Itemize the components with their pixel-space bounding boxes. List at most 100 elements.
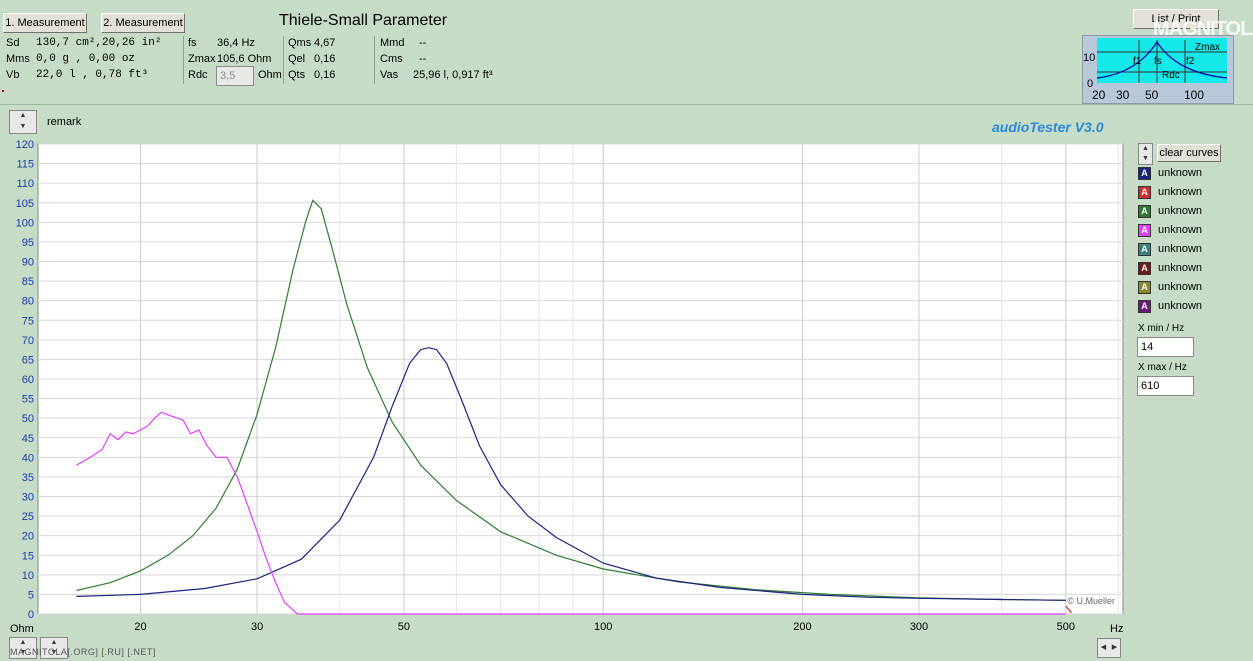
mini-x-tick: 30: [1116, 88, 1130, 102]
y-tick-label: 20: [22, 531, 34, 543]
footer-brand: MAGNITOLA[.ORG] [.RU] [.NET]: [10, 647, 156, 657]
mmd-label: Mmd: [380, 37, 405, 49]
mini-x-tick: 50: [1145, 88, 1159, 102]
y-tick-label: 100: [16, 217, 34, 229]
y-tick-label: 30: [22, 492, 34, 504]
y-scale-spinner[interactable]: ▲ ▼: [9, 637, 37, 659]
legend-color-swatch[interactable]: A: [1138, 166, 1151, 180]
zmax-label: Zmax: [188, 53, 216, 65]
y-tick-label: 85: [22, 276, 34, 288]
x-scale-spinner[interactable]: ▲ ▼: [40, 637, 68, 659]
legend-color-swatch[interactable]: A: [1138, 242, 1151, 256]
impedance-chart: 0 5 10 15 20 25 30 35 40 45 50 55 60 65 70 75 80 85 90 95 10…: [16, 139, 1124, 633]
copyright-watermark: © U.Mueller: [1067, 596, 1115, 606]
x-tick-label: 30: [251, 621, 263, 633]
y-tick-label: 50: [22, 413, 34, 425]
fs-value: 36,4 Hz: [217, 37, 255, 49]
mini-rdc-label: Rdc: [1162, 70, 1180, 81]
y-tick-label: 55: [22, 394, 34, 406]
y-unit-label: Ohm: [10, 623, 34, 635]
x-tick-label: 20: [134, 621, 146, 633]
y-tick-label: 35: [22, 472, 34, 484]
y-tick-label: 10: [22, 570, 34, 582]
page-title: Thiele-Small Parameter: [279, 12, 448, 29]
rdc-input[interactable]: 3,5: [216, 66, 254, 86]
y-tick-label: 40: [22, 452, 34, 464]
rdc-unit: Ohm: [258, 69, 282, 81]
legend-spinner[interactable]: ▲ ▼: [1138, 143, 1153, 165]
xmin-input[interactable]: 14: [1137, 337, 1194, 357]
qms-value: 4,67: [314, 37, 336, 49]
qts-label: Qts: [288, 69, 306, 81]
x-tick-label: 500: [1057, 621, 1075, 633]
mmd-value: --: [419, 37, 427, 49]
mini-chart-svg: [1097, 40, 1227, 83]
y-tick-label: 65: [22, 354, 34, 366]
marker-dot: [2, 90, 4, 92]
y-tick-label: 25: [22, 511, 34, 523]
rdc-label: Rdc: [188, 69, 208, 81]
sd-label: Sd: [6, 37, 20, 49]
mini-chart-plot: Zmax f1 fs f2 Rdc: [1097, 38, 1227, 83]
mini-x-tick: 20: [1092, 88, 1106, 102]
horizontal-scroll[interactable]: ◀ ▶: [1097, 638, 1121, 658]
impedance-curve: [76, 347, 1066, 601]
qts-value: 0,16: [314, 69, 336, 81]
legend-color-swatch[interactable]: A: [1138, 223, 1151, 237]
list-print-button[interactable]: List / Print: [1133, 9, 1219, 29]
vb-label: Vb: [6, 69, 20, 81]
measurement-2-button[interactable]: 2. Measurement: [101, 13, 185, 33]
remark-spinner[interactable]: ▲ ▼: [9, 110, 37, 134]
measurement-1-button[interactable]: 1. Measurement: [3, 13, 87, 33]
legend-label: unknown: [1158, 205, 1203, 217]
mini-f1-label: f1: [1133, 56, 1142, 67]
mini-chart: Zmax f1 fs f2 Rdc 10 0 20 30 50 100: [1082, 35, 1234, 104]
fs-label: fs: [188, 37, 197, 49]
y-tick-label: 75: [22, 315, 34, 327]
y-tick-label: 115: [16, 159, 34, 171]
sd-value: 130,7 cm²,20,26 in²: [36, 37, 162, 49]
impedance-curve: [76, 411, 1066, 615]
legend-color-swatch[interactable]: A: [1138, 204, 1151, 218]
clear-curves-button[interactable]: clear curves: [1157, 144, 1221, 162]
param-separator: [183, 36, 184, 84]
remark-label: remark: [47, 116, 82, 128]
param-separator: [283, 36, 284, 84]
y-tick-label: 95: [22, 237, 34, 249]
mini-y-tick: 0: [1087, 78, 1094, 90]
x-tick-label: 300: [910, 621, 928, 633]
brand-watermark: MAGNITOLA: [1153, 18, 1253, 40]
legend-label: unknown: [1158, 300, 1203, 312]
mini-x-tick: 100: [1184, 88, 1205, 102]
zmax-value: 105,6 Ohm: [217, 53, 272, 65]
mini-zmax-label: Zmax: [1195, 42, 1220, 53]
mini-y-tick: 10: [1083, 52, 1096, 64]
legend-color-swatch[interactable]: A: [1138, 185, 1151, 199]
param-separator: [374, 36, 375, 84]
legend-color-swatch[interactable]: A: [1138, 280, 1151, 294]
legend-label: unknown: [1158, 262, 1203, 274]
mini-fs-label: fs: [1154, 56, 1162, 67]
y-tick-label: 70: [22, 335, 34, 347]
legend-color-swatch[interactable]: A: [1138, 261, 1151, 275]
legend-label: unknown: [1158, 186, 1203, 198]
qms-label: Qms: [288, 37, 312, 49]
mms-value: 0,0 g , 0,00 oz: [36, 53, 136, 65]
legend-color-swatch[interactable]: A: [1138, 299, 1151, 313]
x-tick-label: 200: [793, 621, 811, 633]
panel-divider: [0, 104, 1253, 105]
xmax-input[interactable]: 610: [1137, 376, 1194, 396]
qel-value: 0,16: [314, 53, 336, 65]
y-tick-label: 60: [22, 374, 34, 386]
y-tick-label: 90: [22, 257, 34, 269]
cms-value: --: [419, 53, 427, 65]
legend-label: unknown: [1158, 281, 1203, 293]
